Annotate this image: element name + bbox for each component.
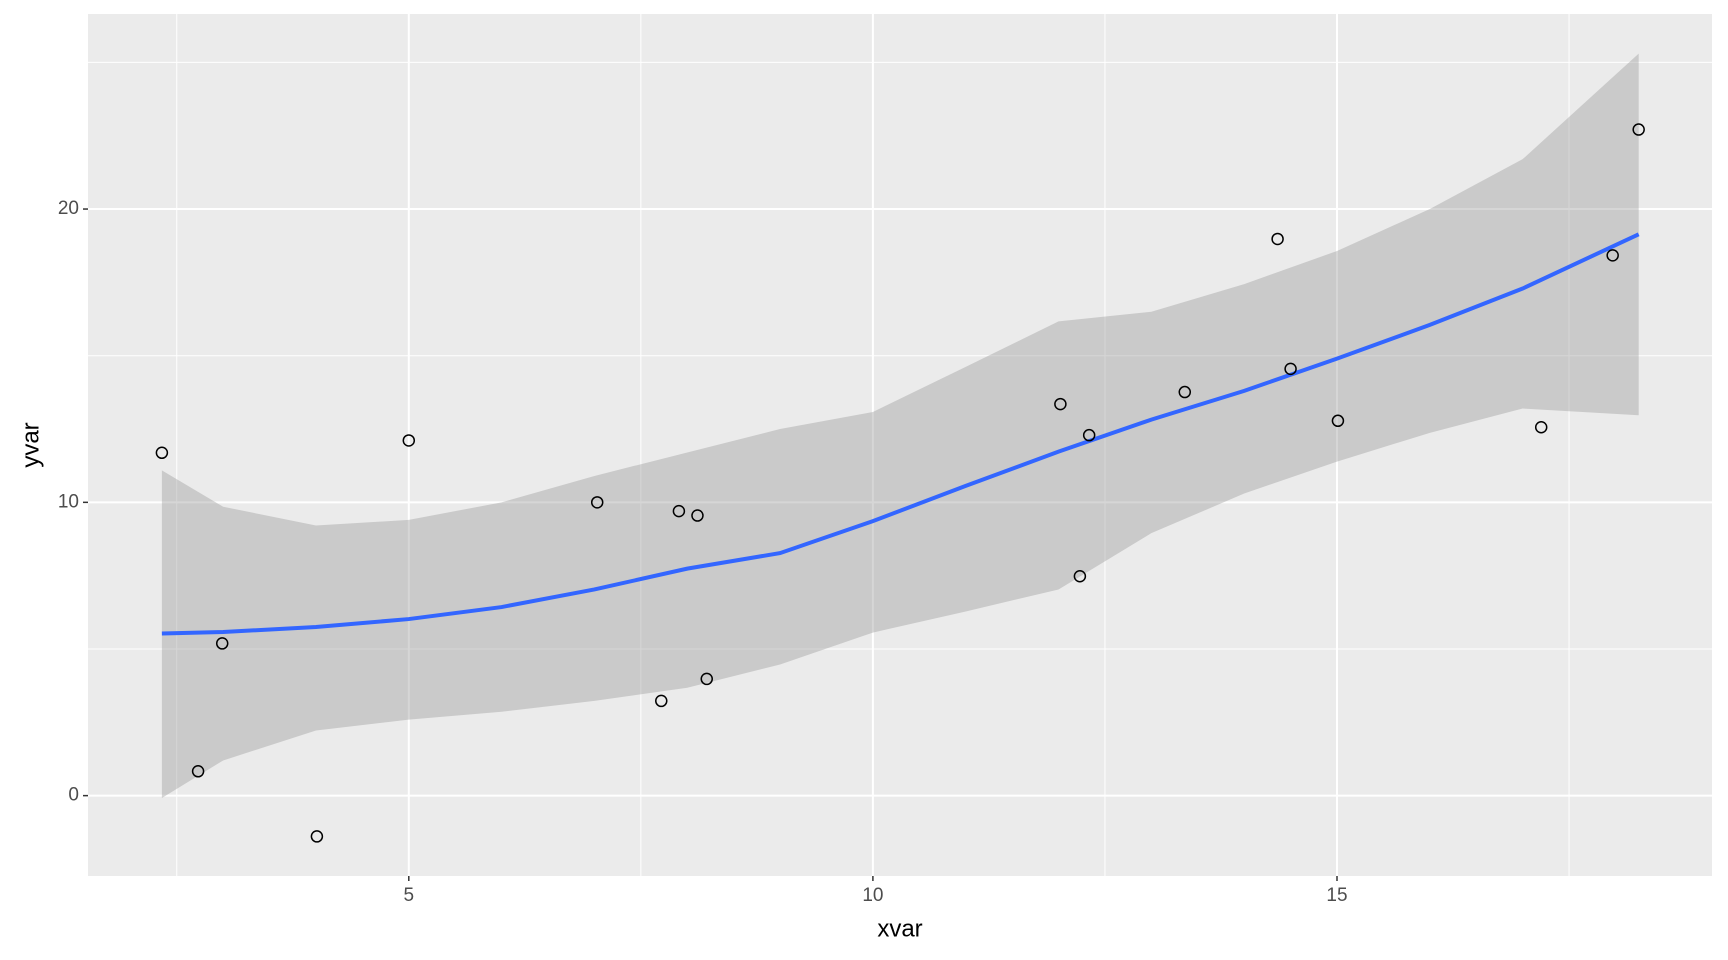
point: [1271, 232, 1284, 246]
panel: [88, 14, 1712, 876]
point: [590, 496, 604, 509]
x-tick-label: 15: [1326, 885, 1347, 906]
x-tick-label: 5: [404, 885, 415, 906]
point: [1082, 428, 1096, 442]
point: [1073, 570, 1087, 583]
y-tick-label: 0: [68, 785, 79, 806]
y-tick-label: 20: [58, 198, 79, 219]
smooth-line: [161, 232, 1640, 636]
point: [310, 830, 324, 843]
point: [1178, 385, 1192, 399]
point: [1054, 397, 1067, 411]
grid: [88, 14, 1712, 876]
point: [1632, 123, 1645, 136]
marks: [155, 53, 1645, 843]
point: [1284, 362, 1297, 376]
point: [700, 672, 713, 686]
x-axis-title: xvar: [877, 915, 922, 942]
point: [191, 765, 205, 778]
point: [672, 504, 686, 518]
point: [691, 509, 704, 522]
point: [215, 637, 229, 650]
point: [1606, 249, 1619, 262]
point: [155, 446, 169, 460]
x-tick-label: 10: [862, 885, 883, 906]
point: [402, 434, 416, 447]
y-axis-title: yvar: [17, 422, 44, 467]
y-tick-label: 10: [58, 491, 79, 512]
point: [1534, 421, 1548, 434]
confidence-band: [161, 53, 1639, 798]
point: [1331, 414, 1345, 428]
point: [655, 694, 668, 708]
